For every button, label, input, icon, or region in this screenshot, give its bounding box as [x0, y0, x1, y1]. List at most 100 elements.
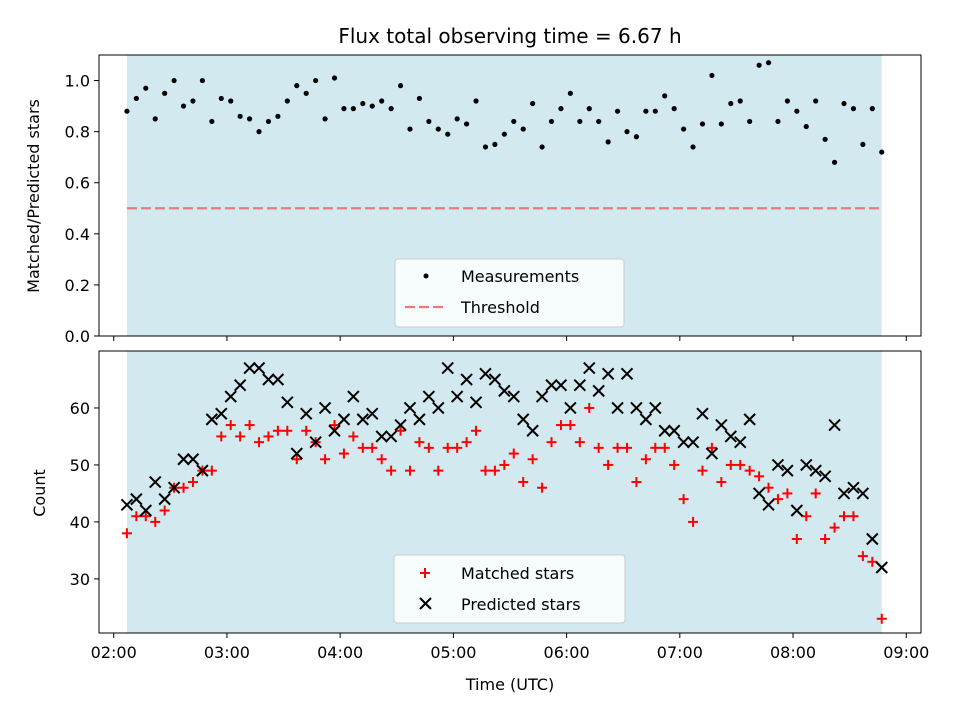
predicted-stars-point — [875, 561, 888, 574]
predicted-stars-point — [847, 481, 860, 494]
legend-marker-predicted-stars — [419, 597, 432, 610]
predicted-stars-point — [375, 430, 388, 443]
y-tick-label: 1.0 — [65, 72, 90, 91]
count-panel: 30 40 50 60 02:00 03:00 04:00 05:00 06:00 07:00 0… — [30, 350, 929, 694]
matched-stars-point — [603, 459, 614, 470]
y-tick-label: 60 — [70, 399, 90, 418]
x-tick-label: 07:00 — [657, 643, 703, 662]
matched-stars-point — [659, 442, 670, 453]
measurements-point — [765, 60, 772, 66]
measurements-point — [482, 144, 489, 150]
predicted-stars-point — [403, 401, 417, 415]
measurements-point — [831, 159, 838, 165]
predicted-stars-point — [167, 481, 181, 494]
matched-stars-point — [678, 494, 689, 505]
predicted-stars-point — [479, 367, 492, 380]
measurements-point — [265, 118, 272, 125]
matched-stars-point — [508, 448, 519, 459]
predicted-stars-point — [677, 435, 690, 449]
predicted-stars-point — [771, 458, 785, 472]
matched-stars-point — [414, 437, 425, 448]
measurements-point — [662, 93, 668, 99]
predicted-stars-point — [724, 430, 737, 443]
matched-stars-point — [225, 420, 236, 431]
matched-stars-point — [452, 442, 463, 453]
measurements-point — [388, 106, 394, 112]
predicted-stars-point — [705, 447, 719, 460]
predicted-stars-point — [828, 418, 841, 432]
measurements-point — [284, 98, 290, 104]
y-tick-label: 0.0 — [65, 327, 90, 346]
matched-stars-point — [357, 442, 368, 453]
count-legend: Matched stars Predicted stars — [393, 554, 626, 624]
x-tick-label: 02:00 — [91, 643, 137, 662]
predicted-stars-point — [328, 424, 341, 437]
legend-label-predicted-stars: Predicted stars — [461, 595, 581, 614]
legend-marker-matched-stars — [420, 568, 430, 578]
matched-stars-point — [631, 477, 642, 488]
measurements-point — [124, 108, 130, 114]
matched-stars-point — [574, 437, 585, 448]
predicted-stars-point — [620, 367, 634, 380]
matched-stars-point — [876, 613, 887, 624]
measurements-point — [822, 136, 828, 142]
matched-stars-point — [716, 477, 727, 488]
measurements-point — [463, 121, 470, 127]
measurements-point — [331, 75, 338, 81]
predicted-stars-point — [413, 413, 426, 426]
predicted-stars-point — [271, 373, 285, 386]
matched-stars-point — [848, 511, 859, 522]
matched-stars-point — [697, 465, 708, 476]
matched-stars-point — [772, 494, 783, 505]
measurements-point — [558, 106, 564, 112]
matched-stars-point — [754, 471, 765, 482]
predicted-stars-point — [394, 418, 407, 432]
matched-stars-point — [386, 465, 397, 476]
matched-stars-point — [829, 522, 840, 533]
measurements-point — [501, 131, 507, 137]
matched-stars-point — [706, 442, 717, 453]
matched-stars-point — [301, 425, 312, 436]
matched-stars-point — [395, 425, 406, 436]
matched-stars-point — [348, 431, 359, 442]
matched-stars-point — [810, 488, 821, 499]
count-legend-box — [393, 554, 626, 624]
matched-stars-point — [254, 437, 265, 448]
predicted-stars-point — [762, 498, 775, 512]
measurements-point — [614, 108, 621, 114]
measurements-point — [718, 121, 724, 127]
measurements-point — [728, 100, 734, 107]
predicted-stars-point — [460, 373, 473, 386]
measurements-point — [209, 118, 215, 125]
predicted-stars-point — [224, 390, 237, 403]
predicted-stars-point — [667, 424, 681, 437]
measurements-point — [152, 116, 158, 122]
predicted-stars-point — [281, 396, 294, 409]
measurements-point — [180, 103, 187, 109]
predicted-stars-point — [356, 413, 370, 426]
matched-stars-point — [725, 459, 736, 470]
measurements-point — [841, 100, 847, 107]
measurements-point — [869, 106, 875, 112]
measurements-point — [379, 98, 385, 104]
matched-stars-point — [480, 465, 491, 476]
x-tick-label: 03:00 — [204, 643, 250, 662]
matched-stars-point — [735, 459, 746, 470]
matched-stars-point — [187, 477, 198, 488]
legend-label-measurements: Measurements — [461, 267, 579, 286]
predicted-stars-point — [186, 453, 200, 466]
measurements-point — [794, 108, 800, 114]
measurements-point — [360, 100, 366, 107]
matched-stars-point — [621, 442, 632, 453]
matched-stars-point — [131, 511, 142, 522]
predicted-stars-point — [658, 424, 671, 437]
matched-stars-point — [282, 425, 293, 436]
matched-stars-point — [527, 454, 538, 465]
measurements-point — [445, 131, 451, 137]
measurements-point — [294, 83, 300, 89]
measurements-point — [454, 116, 460, 122]
matched-stars-point — [244, 420, 255, 431]
predicted-stars-point — [809, 464, 822, 477]
measurements-point — [199, 77, 206, 84]
